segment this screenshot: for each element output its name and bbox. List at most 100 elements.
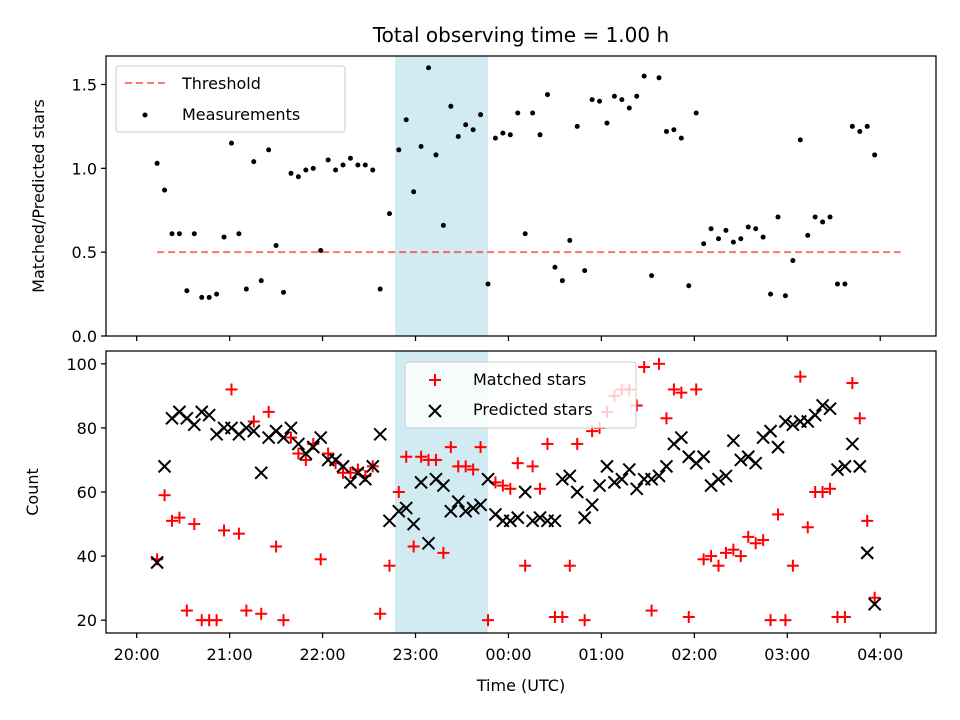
measurement-point bbox=[782, 293, 788, 299]
measurement-point bbox=[303, 167, 309, 173]
predicted-star-point bbox=[830, 462, 845, 477]
measurement-point bbox=[567, 237, 573, 243]
matched-star-point bbox=[734, 550, 747, 563]
measurement-point bbox=[812, 214, 818, 220]
predicted-star-point bbox=[276, 430, 291, 445]
top-axes-frame bbox=[105, 55, 937, 337]
measurement-point bbox=[288, 170, 294, 176]
measurement-point bbox=[340, 162, 346, 168]
matched-star-point bbox=[173, 511, 186, 524]
predicted-star-point bbox=[726, 434, 741, 448]
measurement-point bbox=[872, 152, 878, 158]
predicted-star-point bbox=[406, 517, 421, 531]
predicted-star-point bbox=[652, 469, 666, 483]
matched-star-point bbox=[262, 405, 275, 418]
matched-star-point bbox=[846, 377, 859, 390]
measurement-point bbox=[221, 234, 227, 240]
legend-measurements-swatch bbox=[142, 112, 148, 118]
measurement-point bbox=[768, 291, 774, 297]
matched-star-point bbox=[742, 530, 755, 543]
predicted-star-point bbox=[533, 510, 547, 525]
measurement-point bbox=[433, 152, 439, 158]
matched-star-point bbox=[474, 441, 487, 454]
measurement-point bbox=[492, 135, 498, 141]
measurement-point bbox=[864, 123, 870, 129]
observing-window-span bbox=[395, 56, 489, 336]
y-tick-label: 0.5 bbox=[72, 243, 97, 262]
predicted-star-point bbox=[187, 417, 202, 432]
legend-predicted-label: Predicted stars bbox=[473, 400, 593, 419]
predicted-star-point bbox=[853, 459, 867, 474]
matched-star-point bbox=[392, 486, 405, 498]
predicted-star-point bbox=[343, 475, 358, 490]
predicted-star-point bbox=[563, 469, 577, 483]
bottom-legend-box bbox=[404, 361, 637, 429]
x-tick-label: 04:00 bbox=[857, 645, 903, 664]
matched-star-point bbox=[429, 453, 442, 466]
matched-star-point bbox=[824, 482, 837, 495]
legend-threshold-label: Threshold bbox=[181, 74, 261, 93]
predicted-star-point bbox=[306, 440, 320, 454]
matched-star-point bbox=[322, 447, 335, 460]
x-axis-label: Time (UTC) bbox=[476, 676, 565, 695]
matched-star-point bbox=[801, 521, 814, 534]
top-legend: Threshold Measurements bbox=[115, 65, 346, 133]
measurement-point bbox=[355, 162, 361, 168]
measurement-point bbox=[790, 258, 796, 264]
predicted-star-point bbox=[458, 504, 473, 518]
measurement-point bbox=[243, 286, 249, 292]
matched-star-point bbox=[779, 614, 792, 627]
predicted-star-point bbox=[202, 408, 216, 422]
predicted-star-point bbox=[808, 408, 822, 422]
predicted-star-point bbox=[763, 424, 778, 438]
measurement-point bbox=[362, 162, 368, 168]
matched-star-point bbox=[660, 412, 673, 425]
matched-star-point bbox=[519, 559, 532, 572]
measurement-point bbox=[775, 214, 781, 220]
predicted-star-point bbox=[451, 494, 465, 509]
predicted-star-point bbox=[254, 466, 268, 480]
predicted-star-point bbox=[644, 472, 659, 486]
matched-star-point bbox=[232, 527, 245, 540]
predicted-star-point bbox=[414, 475, 428, 490]
measurement-point bbox=[418, 144, 424, 150]
bottom-y-ticks: 20 40 60 80 100 bbox=[66, 355, 106, 630]
predicted-star-point bbox=[421, 536, 436, 550]
predicted-star-point bbox=[239, 421, 254, 435]
predicted-star-point bbox=[548, 514, 562, 528]
matched-star-point bbox=[314, 553, 327, 566]
matched-star-point bbox=[415, 450, 428, 463]
matched-star-point bbox=[210, 614, 223, 627]
predicted-star-point bbox=[570, 485, 584, 499]
predicted-star-point bbox=[284, 421, 298, 435]
measurement-point bbox=[671, 127, 677, 133]
matched-star-point bbox=[444, 441, 457, 454]
y-tick-label: 80 bbox=[77, 419, 97, 438]
predicted-star-point bbox=[366, 459, 380, 474]
measurement-point bbox=[582, 268, 588, 274]
predicted-star-point bbox=[392, 504, 406, 518]
measurement-point bbox=[701, 241, 707, 247]
predicted-star-point bbox=[771, 440, 785, 454]
matched-star-point bbox=[757, 534, 770, 547]
matched-star-point bbox=[690, 383, 703, 396]
measurement-point bbox=[686, 283, 692, 289]
measurement-point bbox=[656, 75, 662, 81]
matched-star-point bbox=[400, 450, 413, 463]
measurement-point bbox=[455, 133, 461, 139]
predicted-star-point bbox=[399, 501, 413, 515]
measurement-point bbox=[857, 128, 863, 134]
matched-star-point bbox=[571, 437, 584, 450]
measurement-point bbox=[797, 137, 803, 143]
predicted-star-point bbox=[313, 430, 328, 445]
predicted-star-point bbox=[845, 437, 860, 451]
measurement-point bbox=[716, 236, 722, 242]
measurement-point bbox=[310, 165, 316, 171]
measurement-point bbox=[154, 160, 160, 166]
matched-star-point bbox=[771, 508, 784, 521]
matched-star-point bbox=[467, 463, 480, 476]
matched-star-point bbox=[504, 482, 517, 495]
matched-star-point bbox=[816, 486, 829, 498]
matched-star-point bbox=[853, 412, 866, 425]
matched-star-point bbox=[675, 386, 688, 399]
